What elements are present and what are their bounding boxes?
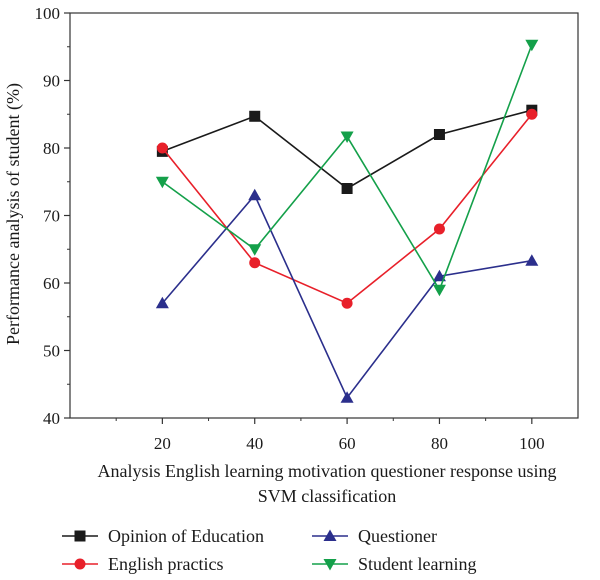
x-tick-label: 60 <box>339 434 356 453</box>
y-tick-label: 60 <box>43 274 60 293</box>
data-point <box>249 257 261 269</box>
legend-item-opinion-of-education: Opinion of Education <box>62 526 264 546</box>
series-layer <box>155 39 539 403</box>
series-english-practics <box>156 108 538 309</box>
data-point <box>155 176 169 189</box>
data-point <box>433 129 445 140</box>
series-line <box>162 109 533 190</box>
data-point <box>340 391 354 403</box>
legend-marker <box>74 530 86 542</box>
y-axis: 40 50 60 70 80 90 100 <box>35 4 70 428</box>
data-point <box>433 223 445 235</box>
data-point <box>340 131 354 144</box>
y-axis-title: Performance analysis of student (%) <box>3 83 24 345</box>
legend-label: Questioner <box>358 526 437 546</box>
series-questioner <box>155 188 539 403</box>
x-axis-title-line-1: Analysis English learning motivation que… <box>98 461 557 481</box>
x-axis: 20 40 60 80 100 <box>115 418 545 453</box>
data-point <box>341 183 353 194</box>
x-axis-title-line-2: SVM classification <box>258 486 396 506</box>
data-point <box>526 108 538 120</box>
legend-marker <box>323 529 337 541</box>
x-tick-label: 100 <box>519 434 545 453</box>
data-point <box>248 188 262 201</box>
data-point <box>249 110 261 122</box>
legend: Opinion of Education English practics Ques… <box>62 526 476 574</box>
series-student-learning <box>155 39 539 297</box>
y-tick-label: 100 <box>35 4 61 23</box>
series-line <box>161 44 533 292</box>
data-point <box>525 254 539 266</box>
legend-item-student-learning: Student learning <box>312 554 476 574</box>
data-point <box>432 284 446 297</box>
legend-item-english-practics: English practics <box>62 554 223 574</box>
x-tick-label: 80 <box>431 434 448 453</box>
data-point <box>156 142 168 154</box>
series-line <box>161 193 532 400</box>
legend-label: Student learning <box>358 554 476 574</box>
y-tick-label: 70 <box>43 207 60 226</box>
data-point <box>432 269 446 282</box>
x-tick-label: 40 <box>246 434 263 453</box>
legend-marker <box>323 559 337 571</box>
legend-label: English practics <box>108 554 223 574</box>
data-point <box>155 296 169 309</box>
y-tick-label: 50 <box>43 342 60 361</box>
legend-marker <box>74 558 86 570</box>
y-tick-label: 80 <box>43 139 60 158</box>
legend-item-questioner: Questioner <box>312 526 437 546</box>
data-point <box>248 244 262 256</box>
data-point <box>341 297 353 309</box>
y-tick-label: 90 <box>43 72 60 91</box>
plot-border <box>69 12 579 419</box>
data-point <box>525 39 539 52</box>
plot-area <box>69 12 579 419</box>
legend-label: Opinion of Education <box>108 526 264 546</box>
x-tick-label: 20 <box>154 434 171 453</box>
y-tick-label: 40 <box>43 409 60 428</box>
